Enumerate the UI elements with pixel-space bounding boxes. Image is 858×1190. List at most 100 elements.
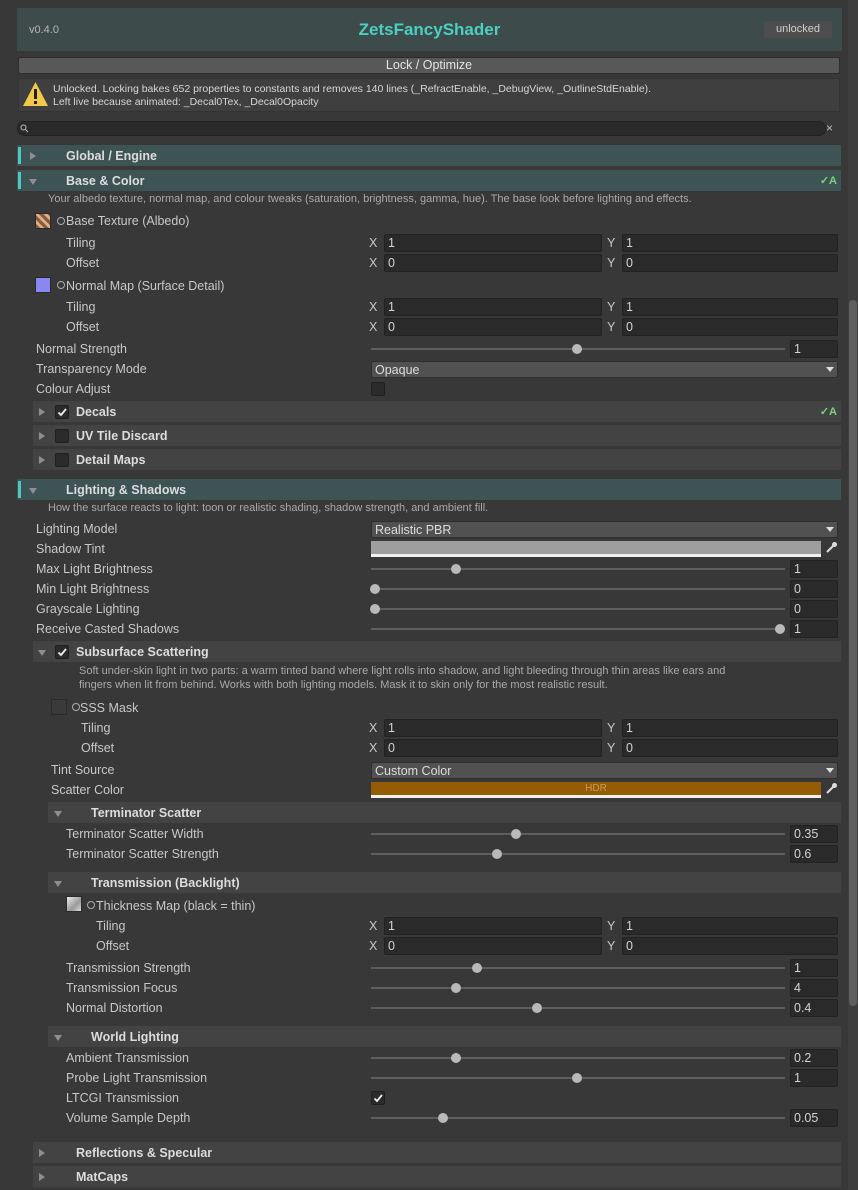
color-field[interactable] (371, 541, 821, 557)
slider-knob[interactable] (370, 604, 380, 614)
checkbox[interactable] (55, 428, 69, 443)
number-field[interactable]: 0 (384, 937, 602, 955)
number-field[interactable]: 4 (790, 979, 838, 997)
object-picker[interactable] (57, 217, 65, 225)
number-field[interactable]: 0.2 (790, 1049, 838, 1067)
checkbox[interactable] (371, 1091, 385, 1105)
slider-knob[interactable] (572, 344, 582, 354)
search-clear[interactable]: × (826, 121, 834, 135)
number-field[interactable]: 1 (384, 719, 602, 737)
slider-knob[interactable] (438, 1113, 448, 1123)
foldout-arrow[interactable] (54, 880, 62, 887)
slider-track[interactable] (371, 1007, 785, 1009)
slider-knob[interactable] (451, 564, 461, 574)
texture-thumbnail[interactable] (35, 277, 51, 293)
number-field[interactable]: 1 (790, 1069, 838, 1087)
foldout-arrow[interactable] (39, 455, 45, 464)
number-field[interactable]: 0 (622, 937, 838, 955)
checkbox[interactable] (55, 644, 69, 659)
eyedropper[interactable] (824, 541, 838, 555)
foldout-arrow[interactable] (39, 407, 45, 416)
foldout-arrow[interactable] (39, 1172, 45, 1181)
number-field[interactable]: 1 (790, 620, 838, 638)
slider-track[interactable] (371, 588, 785, 590)
texture-thumbnail[interactable] (51, 699, 67, 715)
number-field[interactable]: 1 (384, 298, 602, 316)
slider-track[interactable] (371, 833, 785, 835)
number-field[interactable]: 0.4 (790, 999, 838, 1017)
section-header[interactable] (17, 479, 841, 500)
subsection-header[interactable] (33, 401, 841, 422)
lock-button[interactable]: Lock / Optimize (18, 57, 840, 74)
slider-knob[interactable] (472, 963, 482, 973)
slider-knob[interactable] (775, 624, 785, 634)
object-picker[interactable] (87, 901, 95, 909)
subsection-header[interactable] (33, 425, 841, 446)
checkbox[interactable] (55, 452, 69, 467)
subsection-header[interactable] (33, 1142, 841, 1163)
slider-knob[interactable] (532, 1003, 542, 1013)
slider-track[interactable] (371, 1117, 785, 1119)
section-header[interactable] (17, 145, 841, 166)
color-field[interactable]: HDR (371, 782, 821, 798)
number-field[interactable]: 0.6 (790, 845, 838, 863)
scrollbar-thumb[interactable] (849, 300, 857, 1006)
slider-track[interactable] (371, 853, 785, 855)
number-field[interactable]: 0 (790, 600, 838, 618)
section-header[interactable] (17, 170, 841, 191)
number-field[interactable]: 1 (790, 959, 838, 977)
slider-track[interactable] (371, 628, 785, 630)
foldout-arrow[interactable] (54, 810, 62, 817)
slider-knob[interactable] (451, 1053, 461, 1063)
slider-track[interactable] (371, 568, 785, 570)
slider-track[interactable] (371, 967, 785, 969)
object-picker[interactable] (57, 281, 65, 289)
number-field[interactable]: 1 (622, 719, 838, 737)
slider-knob[interactable] (370, 584, 380, 594)
dropdown[interactable]: Realistic PBR (371, 521, 838, 538)
number-field[interactable]: 1 (622, 234, 838, 252)
number-field[interactable]: 0 (384, 254, 602, 272)
number-field[interactable]: 0.05 (790, 1109, 838, 1127)
foldout-arrow[interactable] (29, 178, 37, 185)
foldout-arrow[interactable] (29, 487, 37, 494)
eyedropper[interactable] (824, 782, 838, 796)
slider-knob[interactable] (492, 849, 502, 859)
number-field[interactable]: 0.35 (790, 825, 838, 843)
number-field[interactable]: 1 (790, 560, 838, 578)
subsection-header[interactable] (48, 802, 841, 823)
slider-track[interactable] (371, 608, 785, 610)
number-field[interactable]: 0 (622, 739, 838, 757)
subsection-header[interactable] (33, 641, 841, 662)
foldout-arrow[interactable] (30, 151, 36, 160)
subsection-header[interactable] (48, 1026, 841, 1047)
slider-knob[interactable] (572, 1073, 582, 1083)
number-field[interactable]: 0 (790, 580, 838, 598)
foldout-arrow[interactable] (38, 649, 46, 656)
number-field[interactable]: 0 (622, 254, 838, 272)
number-field[interactable]: 1 (622, 917, 838, 935)
slider-track[interactable] (371, 987, 785, 989)
foldout-arrow[interactable] (54, 1034, 62, 1041)
dropdown[interactable]: Opaque (371, 361, 838, 378)
foldout-arrow[interactable] (39, 1148, 45, 1157)
number-field[interactable]: 1 (384, 917, 602, 935)
number-field[interactable]: 0 (622, 318, 838, 336)
subsection-header[interactable] (33, 449, 841, 470)
subsection-header[interactable] (48, 872, 841, 893)
checkbox[interactable] (55, 404, 69, 419)
number-field[interactable]: 1 (384, 234, 602, 252)
number-field[interactable]: 1 (790, 340, 838, 358)
slider-knob[interactable] (511, 829, 521, 839)
slider-knob[interactable] (451, 983, 461, 993)
status-badge[interactable]: unlocked (764, 21, 832, 38)
number-field[interactable]: 0 (384, 318, 602, 336)
texture-thumbnail[interactable] (66, 896, 82, 912)
search-field[interactable] (17, 121, 826, 136)
dropdown[interactable]: Custom Color (371, 762, 838, 779)
slider-track[interactable] (371, 1057, 785, 1059)
checkbox[interactable] (371, 382, 385, 396)
number-field[interactable]: 1 (622, 298, 838, 316)
subsection-header[interactable] (33, 1166, 841, 1187)
texture-thumbnail[interactable] (35, 213, 51, 229)
